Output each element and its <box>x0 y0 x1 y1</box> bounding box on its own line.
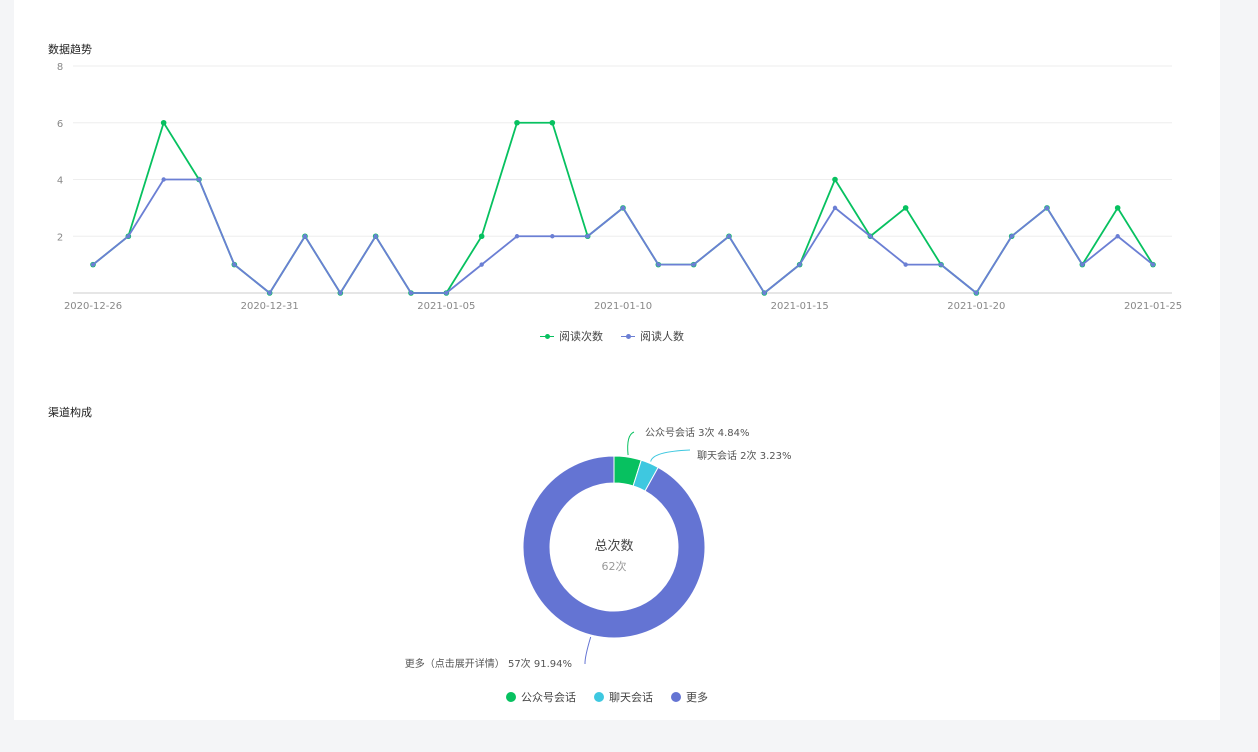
trend-line-chart[interactable]: 2 4 6 8 2020-12-26 2020-12-31 2021-01-05 2021-0… <box>0 0 1258 330</box>
legend-label-more: 更多 <box>686 691 708 704</box>
y-tick-label: 4 <box>57 176 63 187</box>
data-point-1-2 <box>161 177 166 182</box>
x-tick-label: 2020-12-31 <box>241 301 299 312</box>
data-point-1-27 <box>1044 205 1050 211</box>
legend-label-readers: 阅读人数 <box>640 330 684 343</box>
y-tick-label: 2 <box>57 232 63 243</box>
data-point-1-6 <box>302 234 308 239</box>
data-point-1-9 <box>408 290 414 296</box>
data-point-1-28 <box>1080 262 1085 267</box>
data-point-1-11 <box>479 262 484 267</box>
data-point-1-13 <box>550 234 555 239</box>
label-leader-0 <box>627 431 635 456</box>
channel-donut-chart[interactable]: 公众号会话 3次 4.84% 聊天会话 2次 3.23% 更多（点击展开详情） 57… <box>0 380 1258 680</box>
legend-item-reads[interactable]: 阅读次数 <box>540 328 603 344</box>
content-panel <box>14 0 1220 720</box>
data-point-1-14 <box>585 234 590 239</box>
data-point-0-29 <box>1114 205 1121 211</box>
legend-marker-reads <box>540 331 554 341</box>
x-tick-label: 2021-01-15 <box>771 301 829 312</box>
data-point-1-29 <box>1115 234 1120 239</box>
legend-dot-chat <box>594 692 604 702</box>
x-tick-label: 2021-01-20 <box>947 301 1005 312</box>
legend-item-official[interactable]: 公众号会话 <box>506 689 576 705</box>
data-point-1-21 <box>832 205 838 211</box>
legend-marker-readers <box>621 331 635 341</box>
data-point-0-21 <box>832 176 838 183</box>
donut-slice-2 <box>522 455 706 639</box>
data-point-1-15 <box>620 205 626 211</box>
data-point-1-22 <box>868 234 873 239</box>
data-point-1-24 <box>938 262 944 267</box>
data-point-1-10 <box>444 290 449 296</box>
data-point-1-23 <box>903 262 908 267</box>
legend-item-readers[interactable]: 阅读人数 <box>621 328 684 344</box>
data-point-1-12 <box>514 234 520 239</box>
data-point-1-19 <box>762 290 767 296</box>
data-point-1-5 <box>267 290 272 296</box>
data-point-0-23 <box>902 205 909 211</box>
slice-label-0: 公众号会话 3次 4.84% <box>645 426 750 439</box>
legend-label-official: 公众号会话 <box>521 691 576 704</box>
legend-label-reads: 阅读次数 <box>559 330 603 343</box>
label-leader-1 <box>650 449 691 462</box>
data-point-0-12 <box>514 119 520 126</box>
donut-center-value: 62次 <box>601 560 627 573</box>
channel-title: 渠道构成 <box>48 406 92 419</box>
data-point-1-1 <box>126 234 131 239</box>
legend-item-chat[interactable]: 聊天会话 <box>594 689 653 705</box>
trend-title: 数据趋势 <box>48 43 92 56</box>
legend-label-chat: 聊天会话 <box>609 691 653 704</box>
donut-center-title: 总次数 <box>594 539 634 554</box>
trend-legend: 阅读次数 阅读人数 <box>540 328 684 344</box>
x-tick-label: 2021-01-05 <box>417 301 475 312</box>
x-tick-label: 2020-12-26 <box>64 301 122 312</box>
data-point-1-30 <box>1150 262 1156 267</box>
data-point-1-8 <box>373 234 378 239</box>
legend-item-more[interactable]: 更多 <box>671 689 708 705</box>
data-point-0-2 <box>160 119 167 126</box>
legend-dot-more <box>671 692 681 702</box>
data-point-1-25 <box>974 290 979 296</box>
y-tick-label: 6 <box>57 119 63 130</box>
x-tick-label: 2021-01-10 <box>594 301 652 312</box>
legend-dot-official <box>506 692 516 702</box>
data-point-1-3 <box>196 177 202 182</box>
data-point-1-7 <box>338 290 343 296</box>
data-point-1-18 <box>726 234 732 239</box>
data-point-1-26 <box>1009 234 1014 239</box>
data-point-1-17 <box>691 262 696 267</box>
label-leader-2 <box>584 636 592 665</box>
data-point-1-4 <box>232 262 237 267</box>
channel-legend: 公众号会话 聊天会话 更多 <box>506 689 708 705</box>
data-point-1-16 <box>656 262 661 267</box>
x-tick-label: 2021-01-25 <box>1124 301 1182 312</box>
slice-label-1: 聊天会话 2次 3.23% <box>697 449 792 462</box>
data-point-1-0 <box>90 262 96 267</box>
y-tick-label: 8 <box>57 62 63 73</box>
data-point-0-13 <box>549 119 556 126</box>
slice-label-2: 更多（点击展开详情） 57次 91.94% <box>405 657 572 670</box>
data-point-1-20 <box>797 262 802 267</box>
data-point-0-11 <box>478 233 485 240</box>
donut-center: 总次数 62次 <box>554 535 674 574</box>
